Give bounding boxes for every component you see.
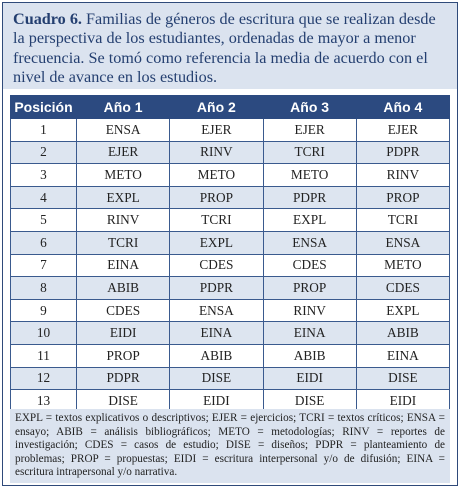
cell-year-4: ENSA (355, 230, 451, 255)
cell-year-4: EIDI (355, 389, 451, 413)
table-row: 2 EJER RINV TCRI PDPR (10, 140, 451, 165)
cell-year-2: TCRI (169, 208, 264, 232)
cell-year-4: RINV (355, 163, 451, 187)
table-row: 10 EIDI EINA EINA ABIB (10, 321, 451, 345)
table-row: 4 EXPL PROP PDPR PROP (10, 185, 451, 210)
cell-year-1: EXPL (75, 185, 171, 210)
caption-label: Cuadro 6. (13, 10, 82, 28)
cell-year-3: ENSA (262, 230, 357, 255)
data-table: Posición Año 1 Año 2 Año 3 Año 4 1 ENSA EJ… (10, 95, 451, 413)
table-body: 1 ENSA EJER EJER EJER 2 EJER RINV TCRI PDPR 3 METO M… (10, 118, 451, 413)
cell-year-4: EJER (355, 118, 451, 142)
cell-year-1: TCRI (75, 230, 171, 255)
cell-year-4: METO (355, 253, 451, 278)
cell-year-4: ABIB (355, 321, 451, 345)
cell-year-2: PDPR (169, 276, 264, 300)
cell-year-3: CDES (262, 253, 357, 278)
cell-year-3: ABIB (262, 343, 357, 368)
cell-year-4: EXPL (355, 298, 451, 323)
cell-year-1: PROP (75, 343, 171, 368)
header-year-4: Año 4 (355, 95, 451, 119)
cell-year-1: EJER (75, 140, 171, 165)
cell-year-1: EIDI (75, 321, 171, 345)
cell-year-3: PDPR (262, 185, 357, 210)
cell-year-1: ABIB (75, 276, 171, 300)
cell-position: 12 (10, 366, 77, 391)
cell-year-1: CDES (75, 298, 171, 323)
cell-position: 5 (10, 208, 77, 232)
table-row: 3 METO METO METO RINV (10, 163, 451, 187)
table-row: 5 RINV TCRI EXPL TCRI (10, 208, 451, 232)
cell-position: 9 (10, 298, 77, 323)
header-row: Posición Año 1 Año 2 Año 3 Año 4 (10, 95, 451, 119)
table-row: 1 ENSA EJER EJER EJER (10, 118, 451, 142)
caption-text: Familias de géneros de escritura que se … (13, 10, 436, 87)
cell-year-3: EXPL (262, 208, 357, 232)
table-caption: Cuadro 6. Familias de géneros de escritu… (3, 3, 457, 89)
cell-year-3: EJER (262, 118, 357, 142)
cell-year-4: DISE (355, 366, 451, 391)
table-header: Posición Año 1 Año 2 Año 3 Año 4 (10, 95, 451, 119)
cell-year-4: EINA (355, 343, 451, 368)
cell-position: 8 (10, 276, 77, 300)
table-row: 7 EINA CDES CDES METO (10, 253, 451, 278)
table-footnote: EXPL = textos explicativos o descriptivo… (10, 409, 450, 483)
cell-year-2: METO (169, 163, 264, 187)
cell-year-2: ENSA (169, 298, 264, 323)
cell-position: 4 (10, 185, 77, 210)
cell-year-3: EIDI (262, 366, 357, 391)
cell-year-2: CDES (169, 253, 264, 278)
header-year-2: Año 2 (169, 95, 264, 119)
cell-year-4: TCRI (355, 208, 451, 232)
cell-year-2: EXPL (169, 230, 264, 255)
cell-position: 10 (10, 321, 77, 345)
table-row: 6 TCRI EXPL ENSA ENSA (10, 230, 451, 255)
cell-position: 1 (10, 118, 77, 142)
cell-year-1: PDPR (75, 366, 171, 391)
cell-year-1: RINV (75, 208, 171, 232)
cell-year-2: PROP (169, 185, 264, 210)
cell-position: 7 (10, 253, 77, 278)
cell-year-3: EINA (262, 321, 357, 345)
cell-year-3: PROP (262, 276, 357, 300)
cell-year-2: EJER (169, 118, 264, 142)
cell-year-3: DISE (262, 389, 357, 413)
table-row: 8 ABIB PDPR PROP CDES (10, 276, 451, 300)
table-figure: Cuadro 6. Familias de géneros de escritu… (2, 2, 458, 486)
cell-year-3: METO (262, 163, 357, 187)
cell-year-2: ABIB (169, 343, 264, 368)
cell-position: 11 (10, 343, 77, 368)
header-year-1: Año 1 (75, 95, 171, 119)
cell-year-2: RINV (169, 140, 264, 165)
cell-position: 2 (10, 140, 77, 165)
cell-year-4: PROP (355, 185, 451, 210)
cell-year-1: DISE (75, 389, 171, 413)
table-row: 13 DISE EIDI DISE EIDI (10, 389, 451, 413)
cell-year-2: DISE (169, 366, 264, 391)
cell-year-4: PDPR (355, 140, 451, 165)
cell-year-1: METO (75, 163, 171, 187)
cell-year-1: ENSA (75, 118, 171, 142)
cell-year-4: CDES (355, 276, 451, 300)
table-row: 12 PDPR DISE EIDI DISE (10, 366, 451, 391)
table-row: 11 PROP ABIB ABIB EINA (10, 343, 451, 368)
cell-year-3: TCRI (262, 140, 357, 165)
header-year-3: Año 3 (262, 95, 357, 119)
cell-year-1: EINA (75, 253, 171, 278)
cell-position: 13 (10, 389, 77, 413)
cell-year-3: RINV (262, 298, 357, 323)
cell-year-2: EINA (169, 321, 264, 345)
table-row: 9 CDES ENSA RINV EXPL (10, 298, 451, 323)
header-position: Posición (10, 95, 77, 119)
cell-position: 3 (10, 163, 77, 187)
cell-position: 6 (10, 230, 77, 255)
